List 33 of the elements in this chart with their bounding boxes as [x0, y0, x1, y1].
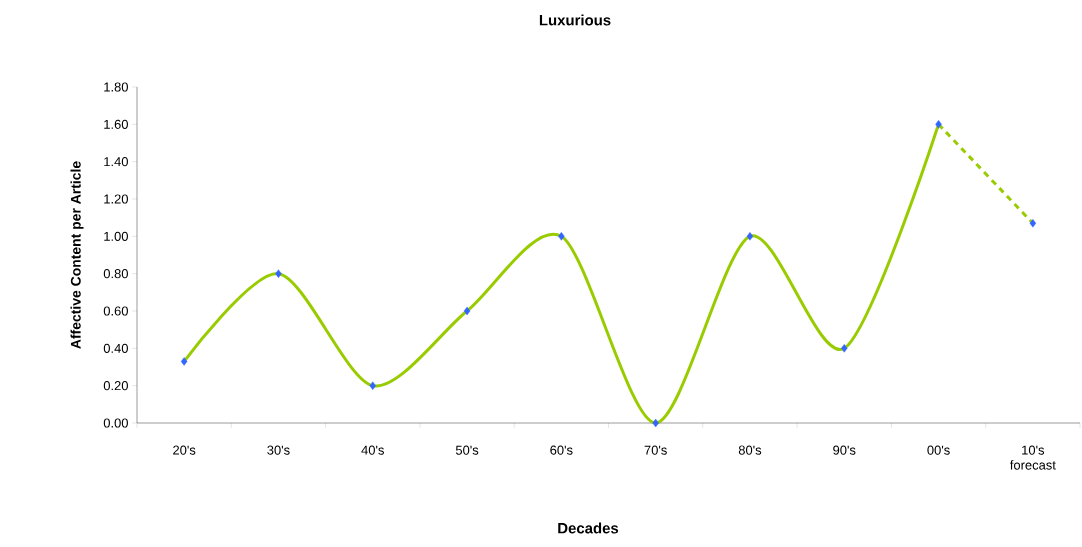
y-tick-label: 1.60	[104, 119, 128, 129]
y-tick-label: 1.00	[104, 231, 128, 241]
point	[1029, 219, 1037, 228]
x-tick-label: 50's	[455, 445, 479, 455]
x-tick-label: 00's	[927, 445, 950, 455]
x-tick-label: 40's	[361, 445, 384, 455]
y-tick-label: 0.60	[103, 306, 128, 316]
x-axis-title: Decades	[558, 522, 619, 534]
x-tick-label: 70's	[644, 445, 667, 455]
point	[180, 357, 188, 366]
point	[558, 232, 565, 241]
x-tick-label: 20's	[173, 445, 196, 455]
point	[841, 344, 848, 353]
y-tick-label: 1.20	[104, 194, 128, 204]
x-tick-label: 30's	[267, 445, 290, 455]
y-tick-label: 0.20	[103, 381, 128, 391]
y-tick-label: 1.80	[104, 82, 128, 92]
point	[369, 381, 376, 390]
point	[746, 232, 754, 241]
x-tick-label: 90's	[833, 445, 856, 455]
y-tick-label: 0.80	[103, 269, 128, 279]
point	[652, 418, 659, 428]
chart-title: Luxurious	[539, 14, 611, 26]
point	[935, 120, 942, 129]
x-tick-label: 80's	[738, 445, 762, 455]
y-tick-label: 0.00	[103, 418, 128, 428]
y-tick-label: 0.40	[103, 343, 128, 353]
x-tick-label: 10's forecast	[1010, 445, 1056, 470]
point	[275, 269, 282, 278]
y-axis-title: Affective Content per Article	[70, 161, 84, 349]
y-tick-label: 1.40	[104, 157, 128, 167]
point	[463, 306, 471, 316]
x-tick-label: 60's	[550, 445, 573, 455]
